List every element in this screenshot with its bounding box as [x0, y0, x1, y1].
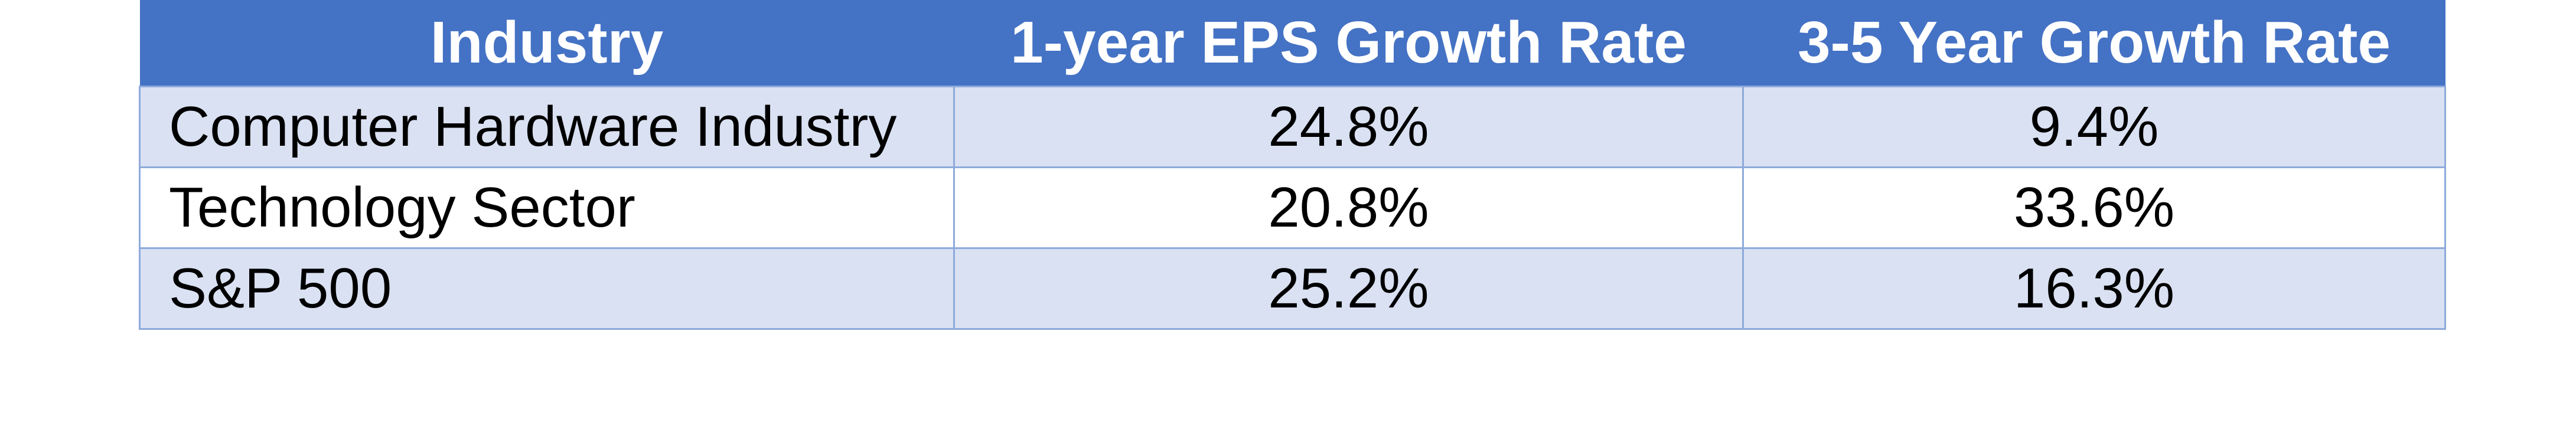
long-term-growth-cell: 16.3% — [1742, 247, 2446, 330]
header-3-5-year-growth-rate: 3-5 Year Growth Rate — [1743, 0, 2445, 87]
long-term-growth-cell: 33.6% — [1742, 166, 2446, 249]
industry-cell: Computer Hardware Industry — [139, 86, 955, 168]
header-row: Industry 1-year EPS Growth Rate 3-5 Year… — [139, 0, 2445, 87]
eps-growth-cell: 25.2% — [953, 247, 1744, 330]
eps-growth-cell: 24.8% — [953, 86, 1744, 168]
header-1-year-eps-growth-rate: 1-year EPS Growth Rate — [954, 0, 1743, 87]
long-term-growth-cell: 9.4% — [1742, 86, 2446, 168]
table-row: Technology Sector 20.8% 33.6% — [139, 166, 2446, 249]
table-row: Computer Hardware Industry 24.8% 9.4% — [139, 86, 2446, 168]
table-header: Industry 1-year EPS Growth Rate 3-5 Year… — [139, 0, 2445, 87]
table-row: S&P 500 25.2% 16.3% — [139, 247, 2446, 330]
growth-rate-table: Industry 1-year EPS Growth Rate 3-5 Year… — [139, 0, 2446, 330]
industry-cell: Technology Sector — [139, 166, 955, 249]
growth-rate-table-container: Industry 1-year EPS Growth Rate 3-5 Year… — [139, 0, 2446, 330]
industry-cell: S&P 500 — [139, 247, 955, 330]
table-body: Computer Hardware Industry 24.8% 9.4% Te… — [139, 86, 2446, 330]
header-industry: Industry — [139, 0, 954, 87]
eps-growth-cell: 20.8% — [953, 166, 1744, 249]
